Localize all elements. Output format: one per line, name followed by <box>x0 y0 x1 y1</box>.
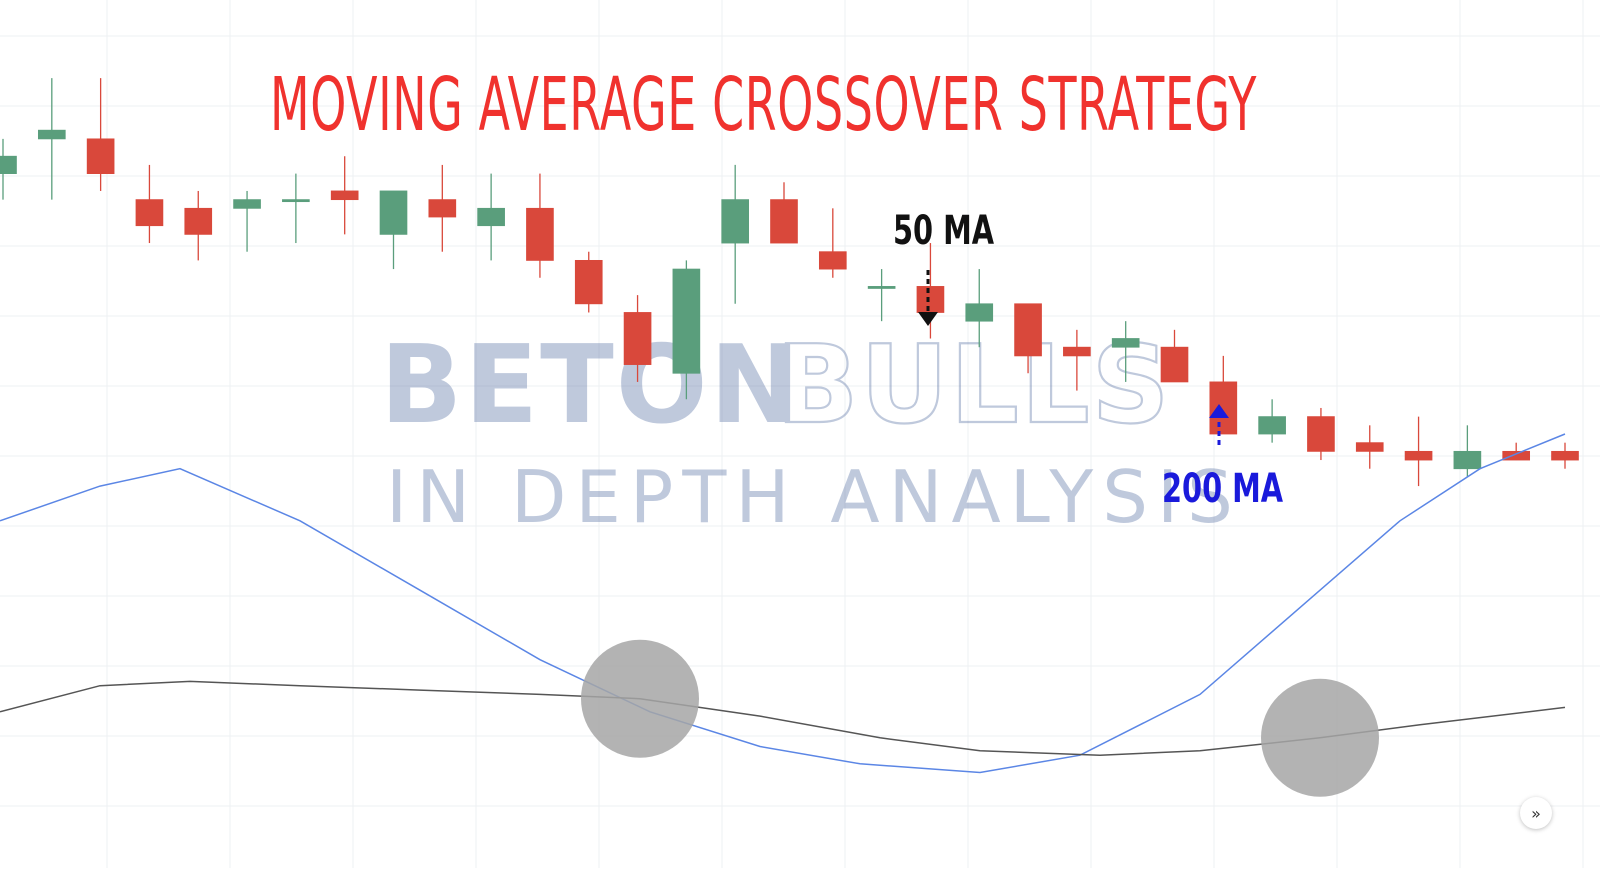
candle <box>184 190 213 261</box>
candle <box>1209 355 1238 435</box>
candle <box>1063 329 1091 391</box>
candle-body <box>1111 338 1140 348</box>
chart-title: MOVING AVERAGE CROSSOVER STRATEGY <box>270 62 1257 148</box>
candle-body <box>135 199 164 227</box>
candle <box>1160 329 1189 383</box>
candle-body <box>1551 450 1579 461</box>
double-chevron-right-icon: » <box>1531 803 1541 823</box>
candle-body <box>965 303 994 322</box>
candle <box>1014 303 1042 374</box>
candle-body <box>721 199 750 244</box>
candles <box>0 78 1579 487</box>
ma-50-label: 50 MA <box>893 208 995 254</box>
candle-body <box>1258 416 1286 435</box>
candle <box>965 269 994 348</box>
candle <box>379 190 408 270</box>
candle-body <box>282 199 310 203</box>
candle-body <box>574 259 603 305</box>
candle <box>1355 425 1384 469</box>
candle <box>672 260 701 400</box>
candle-body <box>428 199 457 218</box>
candle <box>86 78 115 191</box>
candle <box>623 295 652 382</box>
candle <box>37 78 66 200</box>
candle-body <box>184 207 213 235</box>
candle <box>526 173 554 278</box>
candle-body <box>477 207 505 227</box>
watermark-brand-outline: BULLS <box>776 323 1171 448</box>
candle-body <box>1502 450 1531 461</box>
candle <box>1258 399 1286 443</box>
watermark-brand-bold: BETON <box>380 323 802 448</box>
candle <box>1307 407 1335 461</box>
candle <box>428 164 457 252</box>
candle-body <box>37 129 66 140</box>
candle-body <box>1307 416 1335 452</box>
candle <box>721 164 750 304</box>
candle-body <box>86 138 115 175</box>
candle-body <box>0 155 17 175</box>
candle <box>0 138 17 200</box>
candle-body <box>1355 442 1384 452</box>
candle <box>770 182 798 244</box>
candle-body <box>1404 450 1433 461</box>
candle <box>282 173 310 244</box>
candle-body <box>1453 450 1482 470</box>
candle <box>574 251 603 313</box>
candle-body <box>233 199 261 209</box>
candle-body <box>1160 346 1189 383</box>
death-cross-marker <box>581 639 699 758</box>
candle <box>1111 321 1140 382</box>
candle-body <box>867 286 896 289</box>
candle-body <box>526 207 554 261</box>
candle-body <box>770 199 798 244</box>
golden-cross-marker <box>1261 678 1379 797</box>
candle <box>1453 425 1482 478</box>
ma-200-arrow <box>1209 404 1229 445</box>
scroll-right-button[interactable]: » <box>1520 797 1552 829</box>
crossover-markers <box>581 639 1379 797</box>
candle-body <box>1014 303 1042 357</box>
watermark-tagline: IN DEPTH ANALYSIS <box>386 455 1242 539</box>
candle <box>1502 442 1531 461</box>
candle-body <box>1063 346 1091 357</box>
candle <box>135 164 164 244</box>
candle-body <box>916 286 945 313</box>
candle <box>1404 416 1433 487</box>
watermark: BETON BULLS IN DEPTH ANALYSIS <box>380 322 1242 539</box>
candle-body <box>623 312 652 365</box>
candle-body <box>818 251 847 270</box>
ma-50-arrow <box>918 270 938 326</box>
ma-200-label: 200 MA <box>1162 466 1284 512</box>
candle <box>477 173 505 261</box>
candle <box>233 190 261 252</box>
candle-body <box>330 190 359 201</box>
candle-body <box>1209 381 1238 435</box>
candle <box>330 156 359 235</box>
candle <box>1551 442 1579 469</box>
ma-50-line <box>0 433 1566 774</box>
candle <box>916 243 945 339</box>
candle-body <box>379 190 408 235</box>
candle <box>818 208 847 278</box>
candle <box>867 269 896 322</box>
candle-body <box>672 268 701 374</box>
